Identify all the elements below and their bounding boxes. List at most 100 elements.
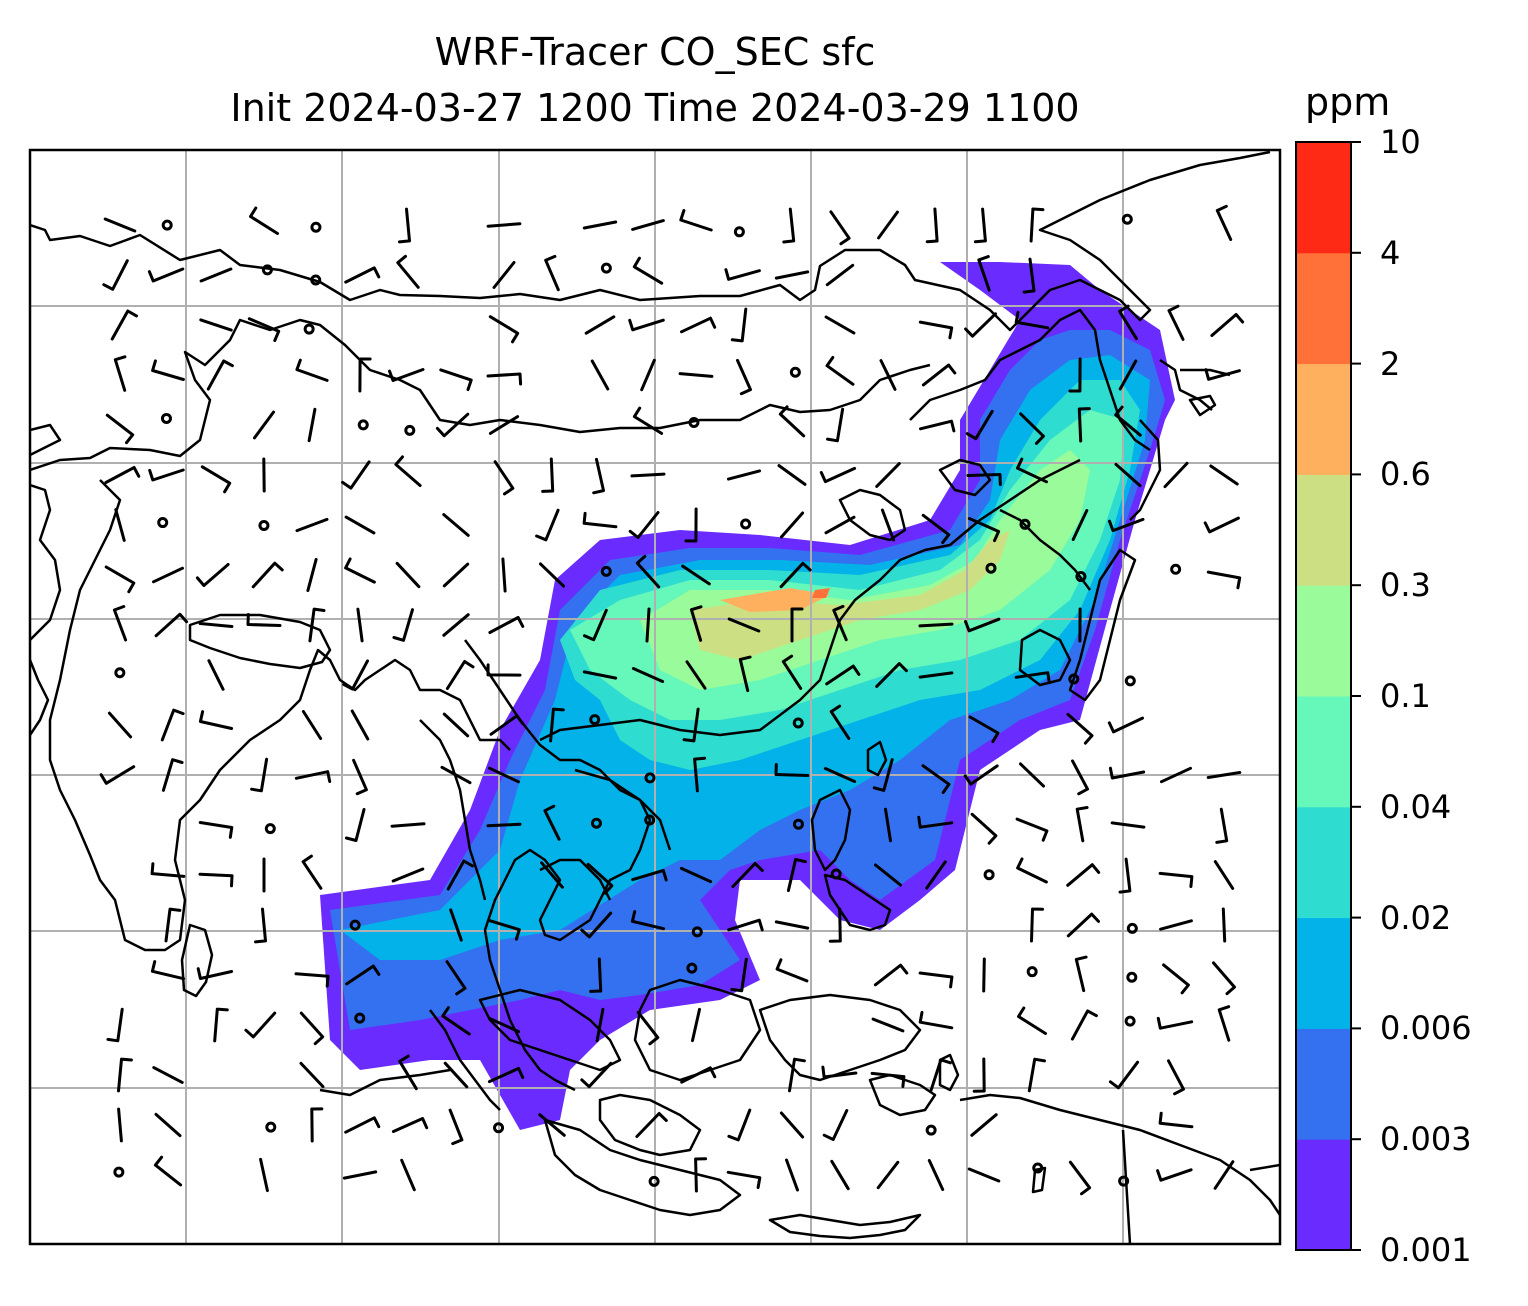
wind-barb [487, 918, 521, 941]
wind-barb [441, 1006, 471, 1036]
wind-barb [344, 266, 381, 284]
colorbar-tick-label: 0.001 [1380, 1231, 1472, 1269]
colorbar-band [1296, 1139, 1351, 1251]
wind-barb [449, 908, 463, 942]
wind-barb [919, 419, 956, 433]
wind-barb [918, 320, 954, 340]
calm-wind-marker [354, 1012, 366, 1024]
wind-barb [1077, 407, 1091, 443]
wind-barb [964, 617, 1001, 633]
wind-barb [830, 1159, 850, 1191]
wind-barb [161, 758, 184, 792]
calm-wind-marker [983, 869, 995, 881]
wind-barb [154, 612, 189, 638]
wind-barb [970, 812, 998, 845]
wind-barb [487, 1066, 525, 1084]
calm-wind-marker [740, 518, 752, 530]
wind-barb [1156, 1168, 1193, 1182]
wind-barb [774, 763, 810, 777]
wind-barb [1016, 457, 1048, 484]
wind-barb [1068, 357, 1082, 393]
wind-barb [824, 515, 856, 535]
wind-barb [442, 712, 470, 738]
wind-barb [963, 764, 999, 786]
wind-barb [445, 660, 475, 690]
wind-barb [645, 607, 651, 643]
calm-wind-marker [1170, 563, 1182, 575]
wind-barb [344, 515, 376, 535]
wind-barb [195, 563, 230, 587]
wind-barb [1203, 516, 1240, 534]
wind-barb [398, 207, 411, 244]
wind-barb [582, 670, 618, 680]
wind-barb [595, 1007, 605, 1043]
calm-wind-marker [114, 667, 126, 679]
wind-barb [584, 315, 616, 335]
wind-barb [488, 616, 525, 634]
wind-barb [679, 866, 713, 884]
wind-barb [777, 464, 807, 486]
wind-barb [395, 561, 421, 589]
wind-barb [967, 517, 1001, 543]
wind-barb [294, 770, 332, 783]
wind-barb [829, 210, 851, 246]
wind-barb [391, 1117, 429, 1133]
coastlines [30, 150, 1280, 1244]
wind-barb [493, 460, 515, 496]
wind-barb [246, 613, 282, 627]
plot-subtitle: Init 2024-03-27 1200 Time 2024-03-29 110… [230, 86, 1080, 130]
wind-barb [921, 363, 957, 387]
wind-barb [590, 359, 610, 391]
wind-barb [875, 662, 908, 688]
wind-barb [198, 622, 234, 628]
colorbar-tick-label: 0.006 [1380, 1009, 1472, 1048]
wind-barb [973, 207, 987, 244]
wind-barb [104, 565, 136, 594]
wind-barb [1215, 204, 1233, 241]
wind-barb [628, 511, 660, 539]
wind-barb [779, 561, 812, 589]
calm-wind-marker [830, 868, 842, 880]
calm-wind-marker [258, 519, 270, 531]
wind-barb [1209, 464, 1239, 486]
wind-barb [681, 564, 711, 586]
wind-barb [306, 558, 318, 592]
wind-barb [872, 758, 894, 792]
wind-barb [880, 508, 896, 542]
wind-barb [448, 1108, 464, 1146]
wind-barb [927, 1159, 945, 1191]
wind-barb [635, 1112, 668, 1138]
wind-barb [875, 462, 901, 488]
wind-barb [966, 473, 1002, 486]
wind-barb [828, 907, 842, 943]
wind-barb [151, 359, 185, 381]
wind-barb [344, 557, 376, 584]
wind-barb [342, 659, 369, 691]
wind-barb [826, 407, 845, 443]
wind-barb [501, 557, 507, 593]
wind-barb [445, 960, 467, 996]
calm-wind-marker [1032, 1162, 1044, 1174]
wind-barb [822, 1109, 849, 1141]
calm-wind-marker [1019, 518, 1031, 530]
wind-barb [1071, 509, 1089, 541]
wind-barb [825, 356, 855, 386]
calm-wind-marker [349, 919, 361, 931]
wind-barb [694, 1157, 708, 1193]
wind-barb [148, 468, 185, 482]
wind-barb [150, 960, 186, 981]
wind-barb [727, 617, 761, 633]
wind-barb [918, 671, 954, 679]
wind-barb [972, 1057, 986, 1093]
wind-barb [442, 613, 470, 637]
wind-barb [1107, 716, 1144, 734]
wind-barb [107, 711, 133, 739]
colorbar-band [1296, 806, 1351, 919]
wind-barb [398, 1054, 418, 1091]
wind-barb [442, 513, 470, 537]
wind-barb [630, 472, 666, 478]
wind-barb [206, 359, 234, 391]
wind-barb [682, 707, 700, 743]
wind-barb [1156, 1016, 1194, 1030]
wind-barb [1118, 359, 1138, 391]
